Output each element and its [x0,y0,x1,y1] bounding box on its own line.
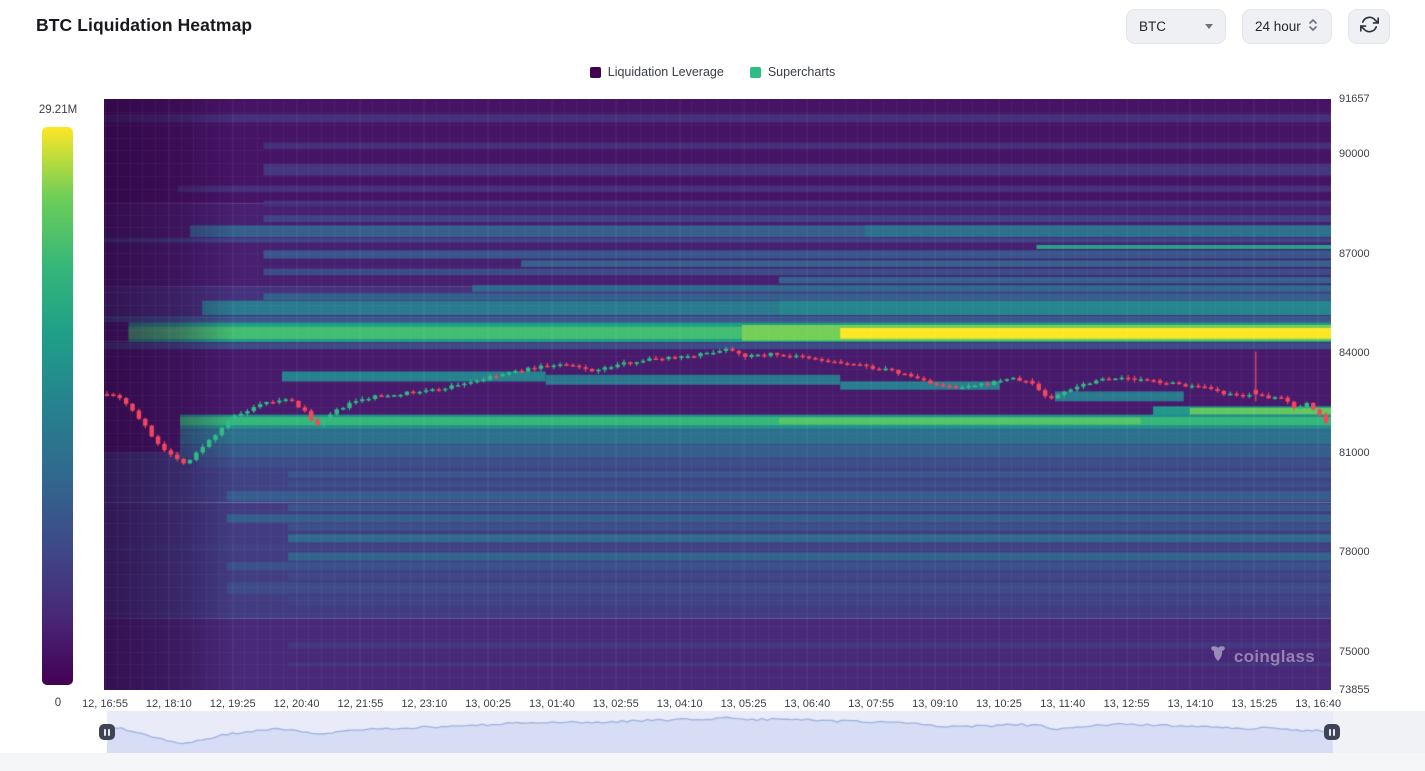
price-axis-label: 91657 [1339,93,1370,105]
period-select-value: 24 hour [1255,19,1301,34]
bottom-strip [0,753,1425,771]
symbol-select-value: BTC [1139,19,1166,34]
legend-label: Supercharts [767,65,836,79]
time-axis-label: 12, 21:55 [337,698,384,710]
navigator-unselected-area[interactable] [1333,711,1425,753]
time-axis-label: 12, 18:10 [145,698,192,710]
price-axis-label: 90000 [1339,148,1370,160]
time-axis-label: 13, 05:25 [720,698,767,710]
time-axis-label: 13, 06:40 [784,698,831,710]
refresh-icon [1359,15,1379,39]
navigator-left-handle[interactable] [99,724,115,740]
price-axis-label: 75000 [1339,645,1370,658]
chevron-up-down-icon [1307,17,1319,36]
period-select[interactable]: 24 hour [1242,9,1332,44]
time-axis-label: 13, 04:10 [656,698,703,710]
price-axis-label: 81000 [1339,446,1370,459]
legend-item-liquidation-leverage[interactable]: Liquidation Leverage [589,65,724,79]
time-axis-label: 13, 00:25 [465,698,512,710]
price-axis-label: 84000 [1339,347,1370,360]
legend-label: Liquidation Leverage [607,65,724,79]
time-axis-label: 13, 07:55 [848,698,895,710]
legend-swatch-purple [589,66,601,78]
time-axis-label: 13, 11:40 [1040,698,1086,710]
time-axis-label: 13, 01:40 [529,698,575,710]
liquidation-heatmap-canvas[interactable] [104,99,1331,690]
symbol-select[interactable]: BTC [1126,9,1226,44]
page-title: BTC Liquidation Heatmap [36,15,253,35]
legend-item-supercharts[interactable]: Supercharts [749,65,836,79]
time-axis-label: 12, 20:40 [273,698,320,710]
range-navigator[interactable] [107,711,1333,753]
chevron-down-icon [1205,24,1213,29]
refresh-button[interactable] [1348,9,1390,44]
time-axis-label: 13, 12:55 [1103,698,1150,710]
time-axis-label: 12, 16:55 [82,698,128,710]
price-axis-label: 78000 [1339,546,1370,559]
colorbar-min-label: 0 [54,697,62,709]
time-axis-label: 12, 19:25 [209,698,256,710]
navigator-right-handle[interactable] [1324,724,1340,740]
price-axis-label: 73855 [1339,684,1370,696]
time-axis-label: 13, 15:25 [1231,698,1278,710]
time-axis-label: 13, 02:55 [592,698,639,710]
time-axis-label: 13, 14:10 [1167,698,1214,710]
time-axis-label: 13, 10:25 [975,698,1022,710]
time-axis-label: 13, 09:10 [912,698,958,710]
colorbar-max-label: 29.21M [38,104,78,116]
time-axis-label: 13, 16:40 [1295,698,1342,710]
time-axis-label: 12, 23:10 [401,698,448,710]
price-axis-label: 87000 [1339,247,1370,260]
heatmap-chart-area: coinglass [104,99,1331,690]
legend-swatch-green [749,66,761,78]
colorbar-gradient [42,127,73,685]
chart-legend: Liquidation Leverage Supercharts [0,65,1425,79]
header-controls: BTC 24 hour [1126,9,1390,44]
